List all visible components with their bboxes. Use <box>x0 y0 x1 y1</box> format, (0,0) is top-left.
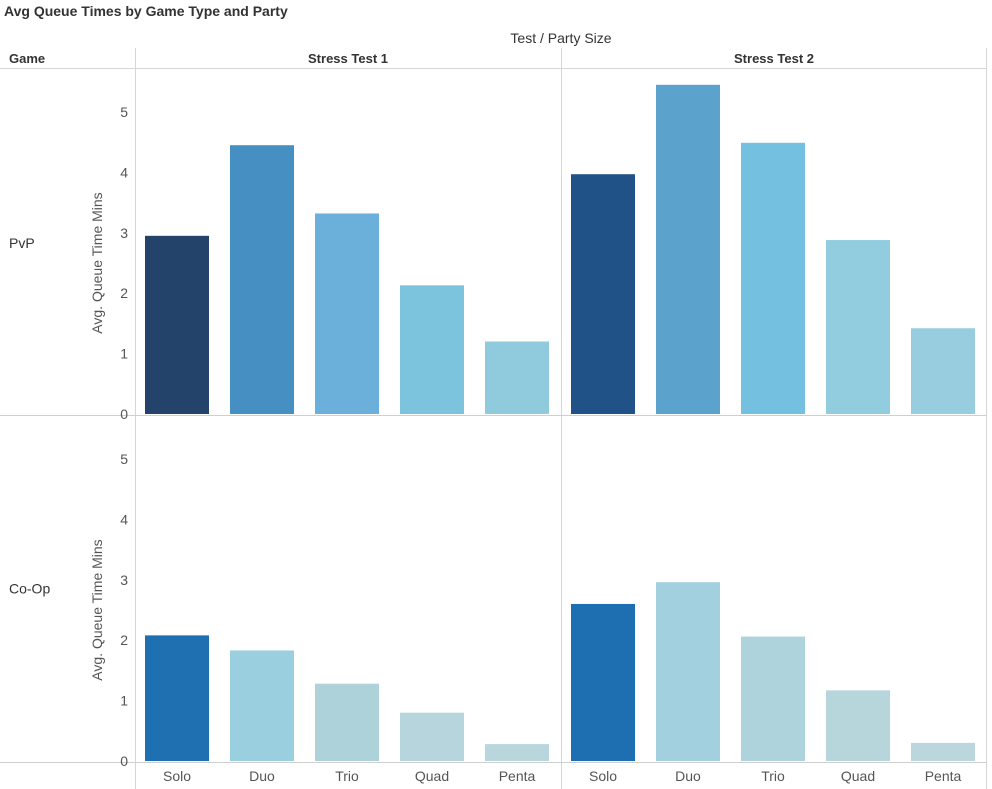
y-axis-title: Avg. Queue Time Mins <box>89 539 105 680</box>
bar-pvp-1-duo <box>230 145 294 414</box>
y-tick-label: 0 <box>120 406 128 422</box>
row-label: PvP <box>9 235 35 251</box>
x-tick-label: Solo <box>163 768 191 784</box>
bar-coop-1-duo <box>230 650 294 761</box>
y-tick-label: 2 <box>120 632 128 648</box>
bar-coop-2-penta <box>911 742 975 761</box>
x-tick-label: Quad <box>841 768 875 784</box>
bar-pvp-2-penta <box>911 328 975 414</box>
y-tick-label: 1 <box>120 693 128 709</box>
bar-pvp-1-penta <box>485 341 549 414</box>
column-header: Test / Party Size <box>510 30 611 46</box>
y-tick-label: 0 <box>120 753 128 769</box>
y-tick-label: 2 <box>120 285 128 301</box>
row-label: Co-Op <box>9 581 50 597</box>
bar-pvp-2-duo <box>656 84 720 414</box>
x-tick-label: Penta <box>925 768 962 784</box>
bar-pvp-2-trio <box>741 142 805 414</box>
row-header: Game <box>9 51 45 66</box>
bar-coop-1-quad <box>400 712 464 761</box>
y-tick-label: 3 <box>120 572 128 588</box>
chart-grid <box>0 48 987 789</box>
bar-coop-2-quad <box>826 690 890 761</box>
x-tick-label: Trio <box>335 768 359 784</box>
bar-coop-2-trio <box>741 636 805 761</box>
chart-title: Avg Queue Times by Game Type and Party <box>4 3 288 19</box>
bar-coop-2-duo <box>656 582 720 761</box>
column-label: Stress Test 1 <box>308 51 388 66</box>
chart-panels: Stress Test 1 Stress Test 2 PvP 0 1 2 3 4 5 Avg. … <box>9 51 975 784</box>
x-tick-label: Trio <box>761 768 785 784</box>
bar-pvp-1-trio <box>315 213 379 414</box>
y-tick-label: 3 <box>120 225 128 241</box>
y-tick-label: 4 <box>120 164 128 180</box>
x-tick-label: Quad <box>415 768 449 784</box>
y-axis-title: Avg. Queue Time Mins <box>89 192 105 333</box>
y-tick-label: 1 <box>120 346 128 362</box>
x-tick-label: Solo <box>589 768 617 784</box>
bar-coop-2-solo <box>571 603 635 761</box>
bar-pvp-2-solo <box>571 174 635 414</box>
y-tick-label: 5 <box>120 104 128 120</box>
x-tick-label: Duo <box>249 768 275 784</box>
x-tick-label: Duo <box>675 768 701 784</box>
y-tick-label: 4 <box>120 511 128 527</box>
bar-coop-1-trio <box>315 683 379 761</box>
y-tick-label: 5 <box>120 451 128 467</box>
bar-coop-1-solo <box>145 635 209 761</box>
bar-coop-1-penta <box>485 744 549 761</box>
x-tick-label: Penta <box>499 768 536 784</box>
bar-pvp-1-quad <box>400 285 464 414</box>
column-label: Stress Test 2 <box>734 51 814 66</box>
bar-pvp-1-solo <box>145 235 209 414</box>
bar-pvp-2-quad <box>826 240 890 414</box>
